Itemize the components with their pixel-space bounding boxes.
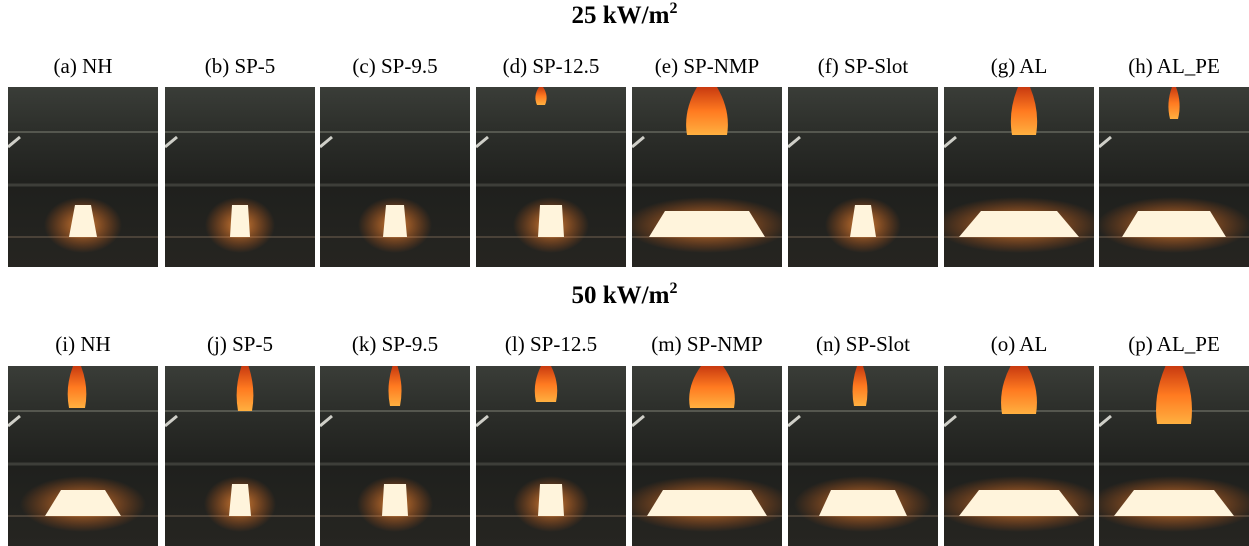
panel-photo <box>944 87 1094 267</box>
panel-photo <box>632 87 782 267</box>
panel-photo <box>320 87 470 267</box>
panel-photo <box>320 366 470 546</box>
panel-label: (h) AL_PE <box>1096 54 1249 79</box>
burning-sample <box>382 484 408 516</box>
heading-superscript: 2 <box>669 280 677 297</box>
heading-superscript: 2 <box>669 0 677 17</box>
burning-sample <box>1122 211 1226 237</box>
panel-photo <box>476 87 626 267</box>
panel-label: (j) SP-5 <box>162 332 318 357</box>
burning-sample <box>538 484 564 516</box>
panel-label: (p) AL_PE <box>1096 332 1249 357</box>
figure: 25 kW/m2(a) NH(b) SP-5(c) SP-9.5(d) SP-1… <box>0 0 1249 546</box>
panel-label: (e) SP-NMP <box>629 54 785 79</box>
panel-photo <box>8 366 158 546</box>
burning-sample <box>229 484 251 516</box>
panel-photo <box>944 366 1094 546</box>
burning-sample <box>819 490 907 516</box>
burning-sample <box>647 490 767 516</box>
panel-label: (f) SP-Slot <box>785 54 941 79</box>
panel-photo <box>165 366 315 546</box>
panel-label: (m) SP-NMP <box>629 332 785 357</box>
row-heading: 50 kW/m2 <box>0 282 1249 310</box>
panel-photo <box>1099 366 1249 546</box>
burning-sample <box>538 205 564 237</box>
burning-sample <box>383 205 407 237</box>
burning-sample <box>1114 490 1234 516</box>
panel-label: (k) SP-9.5 <box>317 332 473 357</box>
panel-label: (a) NH <box>5 54 161 79</box>
panel-label: (o) AL <box>941 332 1097 357</box>
panel-label: (i) NH <box>5 332 161 357</box>
panel-label: (g) AL <box>941 54 1097 79</box>
panel-photo <box>788 87 938 267</box>
row-heading: 25 kW/m2 <box>0 2 1249 30</box>
heading-text: 25 kW/m <box>572 2 670 29</box>
panel-label: (d) SP-12.5 <box>473 54 629 79</box>
burning-sample <box>959 490 1079 516</box>
panel-photo <box>165 87 315 267</box>
panel-photo <box>632 366 782 546</box>
heading-text: 50 kW/m <box>572 282 670 309</box>
panel-photo <box>788 366 938 546</box>
panel-photo <box>1099 87 1249 267</box>
burning-sample <box>230 205 250 237</box>
panel-label: (c) SP-9.5 <box>317 54 473 79</box>
panel-label: (b) SP-5 <box>162 54 318 79</box>
panel-label: (n) SP-Slot <box>785 332 941 357</box>
panel-label: (l) SP-12.5 <box>473 332 629 357</box>
panel-photo <box>8 87 158 267</box>
burning-sample <box>649 211 765 237</box>
panel-photo <box>476 366 626 546</box>
